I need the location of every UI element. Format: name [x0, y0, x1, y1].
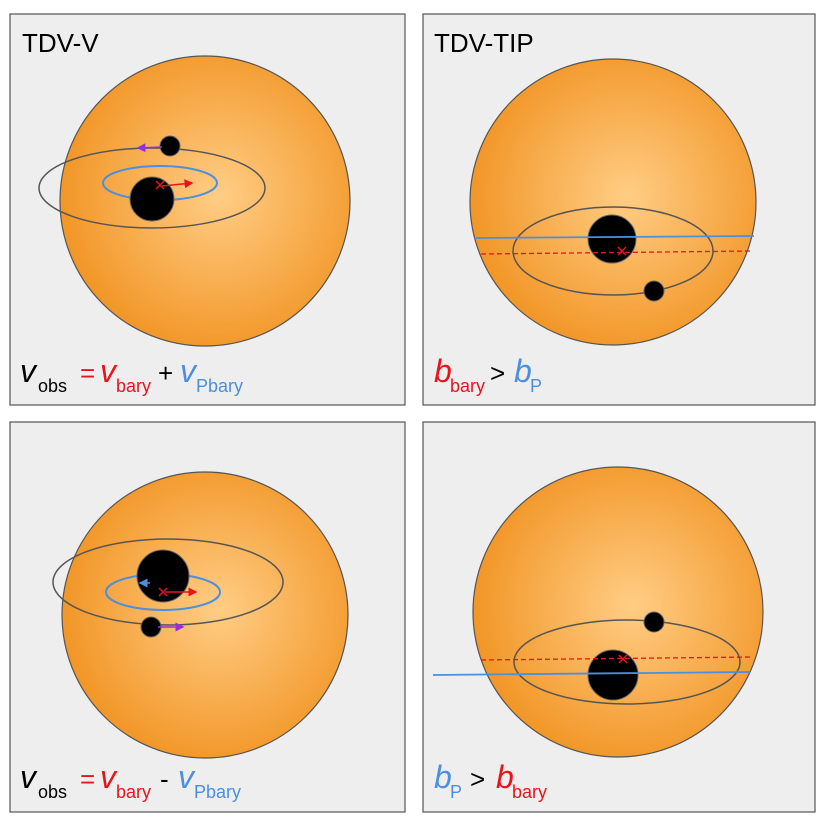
symbol: v: [20, 353, 38, 389]
subscript: bary: [116, 782, 151, 802]
subscript: P: [530, 376, 542, 396]
symbol: b: [514, 353, 532, 389]
symbol: v: [100, 353, 118, 389]
operator: =: [80, 764, 95, 794]
operator: >: [470, 764, 485, 794]
symbol: v: [100, 759, 118, 795]
subscript: bary: [512, 782, 547, 802]
operator: =: [80, 358, 95, 388]
symbol: b: [434, 759, 452, 795]
panel-title: TDV-TIP: [434, 28, 534, 58]
operator: >: [490, 358, 505, 388]
symbol: b: [434, 353, 452, 389]
panel: TDV-TIP b bary > b P: [422, 13, 816, 406]
subscript: bary: [450, 376, 485, 396]
symbol: b: [496, 759, 514, 795]
panel: TDV-V v obs = v bary + v Pbary: [9, 13, 406, 406]
symbol: v: [178, 759, 196, 795]
panel-title: TDV-V: [22, 28, 99, 58]
operator: +: [158, 358, 173, 388]
subscript: P: [450, 782, 462, 802]
subscript: obs: [38, 376, 67, 396]
operator: -: [160, 764, 169, 794]
symbol: v: [180, 353, 198, 389]
symbol: v: [20, 759, 38, 795]
subscript: obs: [38, 782, 67, 802]
subscript: Pbary: [194, 782, 241, 802]
subscript: bary: [116, 376, 151, 396]
panel: v obs = v bary - v Pbary: [9, 421, 406, 813]
subscript: Pbary: [196, 376, 243, 396]
panel: b P > b bary: [422, 421, 816, 813]
